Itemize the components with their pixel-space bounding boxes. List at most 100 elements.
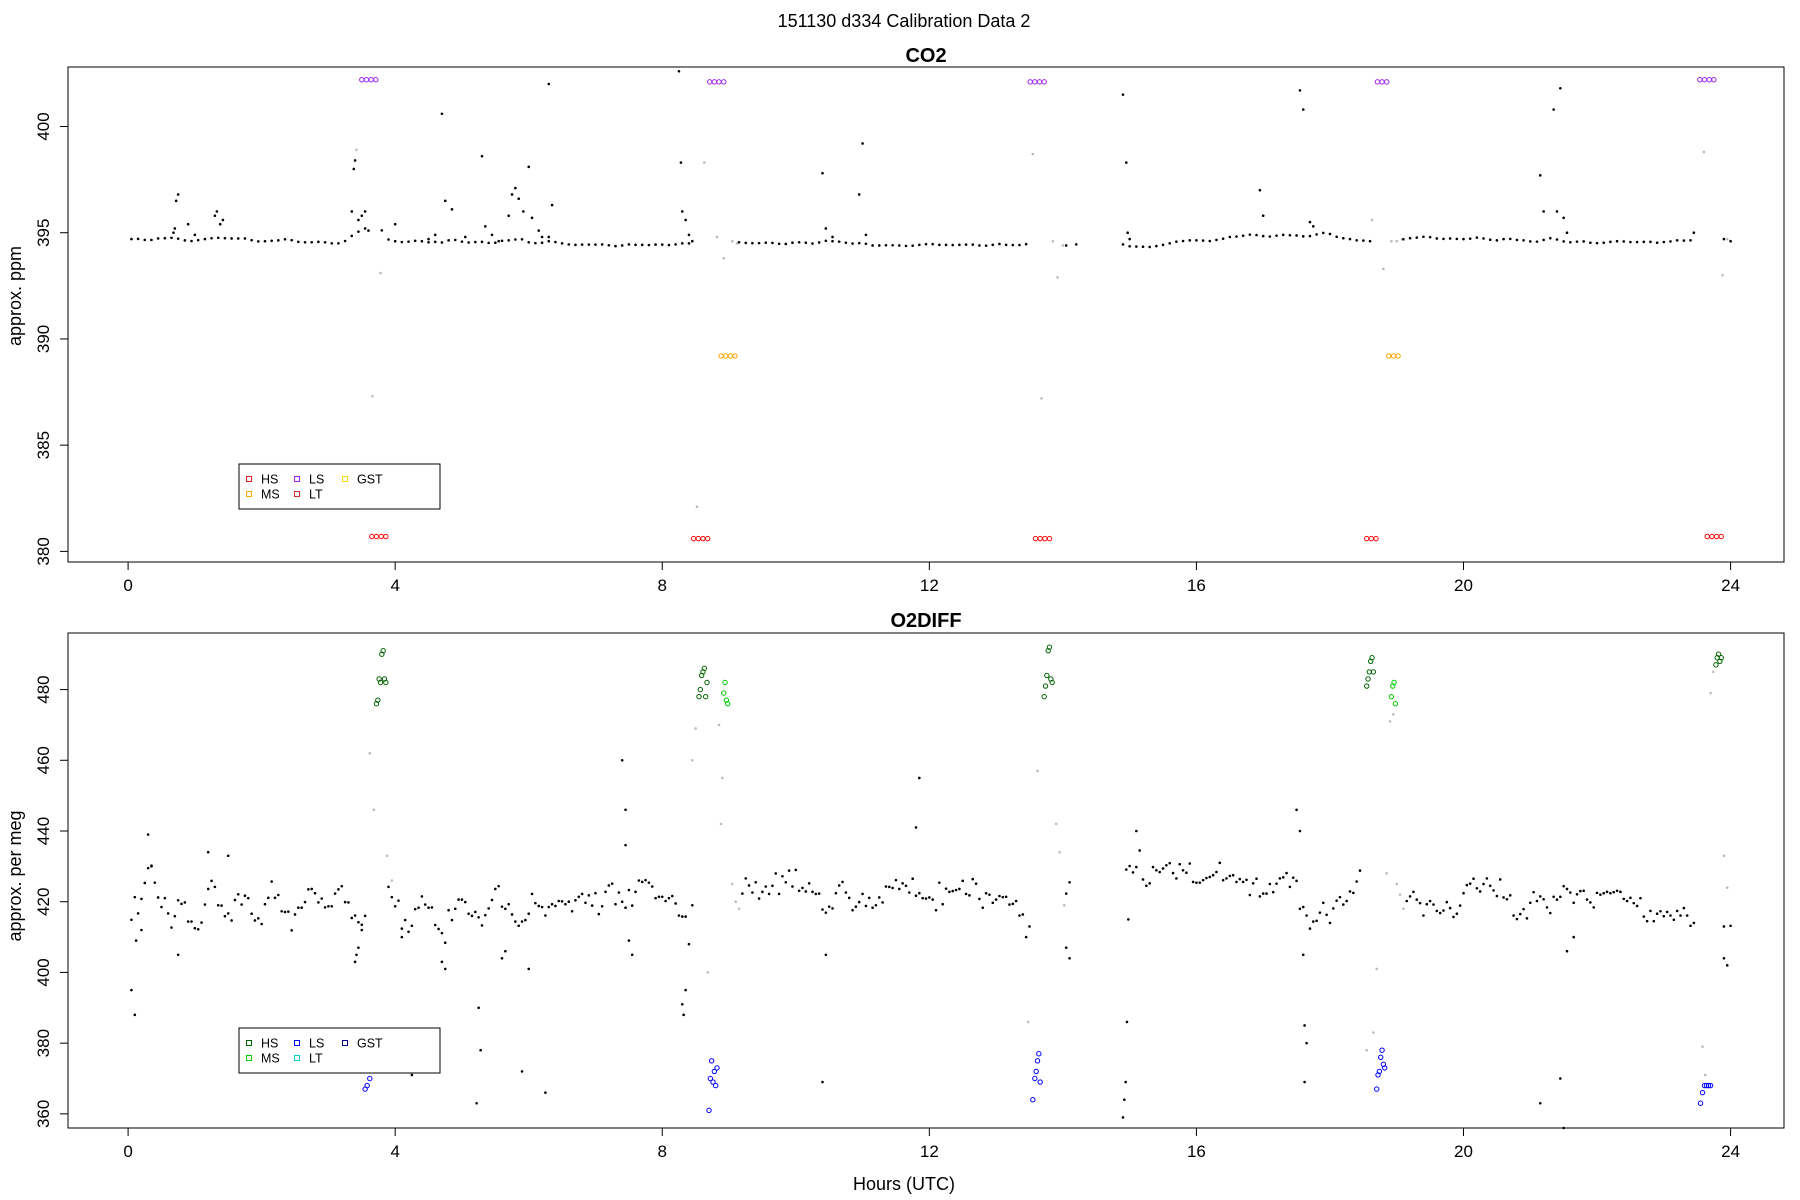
co2-point xyxy=(791,241,794,244)
o2diff-point xyxy=(146,866,150,870)
co2-point xyxy=(722,256,725,260)
co2-point xyxy=(440,112,444,116)
o2diff-point xyxy=(719,822,723,826)
o2diff-point xyxy=(520,920,524,923)
o2diff-point xyxy=(620,900,624,904)
co2-point xyxy=(1301,235,1305,238)
o2diff-point xyxy=(771,884,774,888)
co2-point-ls xyxy=(373,77,379,83)
o2diff-point xyxy=(333,892,337,895)
co2-point xyxy=(1555,210,1559,213)
co2-point xyxy=(230,237,233,240)
co2-point xyxy=(1462,237,1465,241)
o2diff-point xyxy=(1495,894,1499,898)
co2-point xyxy=(1382,267,1385,271)
co2-series-ambient xyxy=(130,69,1732,249)
o2diff-point xyxy=(206,887,210,891)
o2diff-point xyxy=(721,776,724,780)
o2diff-point xyxy=(337,888,340,891)
o2diff-point xyxy=(203,903,207,906)
co2-point-hs xyxy=(1363,535,1370,542)
o2diff-point xyxy=(524,918,527,922)
o2diff-legend-label-gst: GST xyxy=(357,1037,383,1051)
co2-point xyxy=(864,233,868,237)
o2diff-point xyxy=(1014,899,1018,903)
co2-point-hs xyxy=(690,535,697,542)
co2-point xyxy=(679,161,683,164)
o2diff-point xyxy=(554,904,557,908)
o2diff-point xyxy=(1064,946,1068,949)
o2diff-point xyxy=(176,953,180,957)
co2-point xyxy=(1495,239,1499,242)
o2diff-point xyxy=(1305,914,1308,917)
o2diff-point xyxy=(450,918,454,922)
o2diff-point xyxy=(954,888,958,892)
co2-point-ls xyxy=(1027,79,1033,85)
o2diff-point xyxy=(691,903,694,907)
co2-point xyxy=(1562,240,1565,243)
co2-point xyxy=(236,237,240,240)
o2diff-point xyxy=(687,942,691,946)
o2diff-point-ms xyxy=(724,701,731,707)
o2diff-point xyxy=(1241,880,1245,884)
o2diff-point xyxy=(897,887,901,891)
co2-point xyxy=(844,241,848,244)
o2diff-point xyxy=(166,912,170,915)
co2-point xyxy=(460,240,464,243)
o2diff-point xyxy=(1458,904,1462,907)
o2diff-point xyxy=(1619,890,1622,894)
co2-point xyxy=(467,241,470,244)
co2-point xyxy=(837,240,841,243)
co2-point xyxy=(691,239,694,243)
o2diff-point-hs xyxy=(380,647,386,654)
o2diff-point xyxy=(1215,870,1218,874)
o2diff-point xyxy=(797,889,801,893)
o2diff-point xyxy=(230,919,233,922)
o2diff-point xyxy=(1565,887,1569,891)
o2diff-point xyxy=(881,901,884,904)
co2-point xyxy=(627,243,631,246)
o2diff-point xyxy=(385,854,389,858)
o2diff-point xyxy=(156,896,160,899)
o2diff-point xyxy=(1508,894,1512,897)
o2diff-point xyxy=(186,920,190,923)
co2-point xyxy=(764,241,768,244)
co2-point-ls xyxy=(363,77,370,83)
co2-point xyxy=(1629,240,1632,244)
o2diff-point xyxy=(1318,911,1322,914)
o2diff-point xyxy=(1338,895,1342,899)
co2-series-ambient-flagged xyxy=(355,148,1729,509)
o2diff-point xyxy=(180,902,183,906)
o2diff-point xyxy=(1365,1048,1368,1052)
o2diff-point xyxy=(831,907,834,910)
o2diff-point xyxy=(457,898,460,901)
o2diff-point-hs xyxy=(696,693,702,700)
co2-point xyxy=(1662,240,1666,244)
co2-point xyxy=(861,142,864,145)
o2diff-point xyxy=(256,917,260,920)
o2diff-point xyxy=(684,915,687,918)
co2-point xyxy=(193,233,197,237)
o2diff-point-hs xyxy=(1042,683,1049,689)
co2-point xyxy=(1018,243,1021,247)
co2-point xyxy=(350,210,354,213)
o2diff-point xyxy=(500,956,504,960)
o2diff-point xyxy=(774,872,778,875)
co2-legend-label-lt: LT xyxy=(309,488,323,502)
co2-point xyxy=(1402,237,1405,241)
o2diff-point xyxy=(1669,914,1672,917)
o2diff-point xyxy=(1211,873,1215,877)
co2-point xyxy=(463,235,467,239)
co2-point xyxy=(357,218,360,222)
co2-point xyxy=(1125,161,1128,164)
o2diff-point xyxy=(343,900,347,904)
co2-point xyxy=(1595,241,1599,245)
co2-point xyxy=(574,243,577,247)
o2diff-point xyxy=(604,890,607,894)
o2diff-point xyxy=(1288,885,1292,889)
o2diff-point xyxy=(1442,909,1445,912)
co2-point xyxy=(1555,238,1559,241)
co2-point-ls xyxy=(359,77,365,83)
o2diff-point xyxy=(837,884,841,887)
co2-point xyxy=(1468,237,1472,240)
